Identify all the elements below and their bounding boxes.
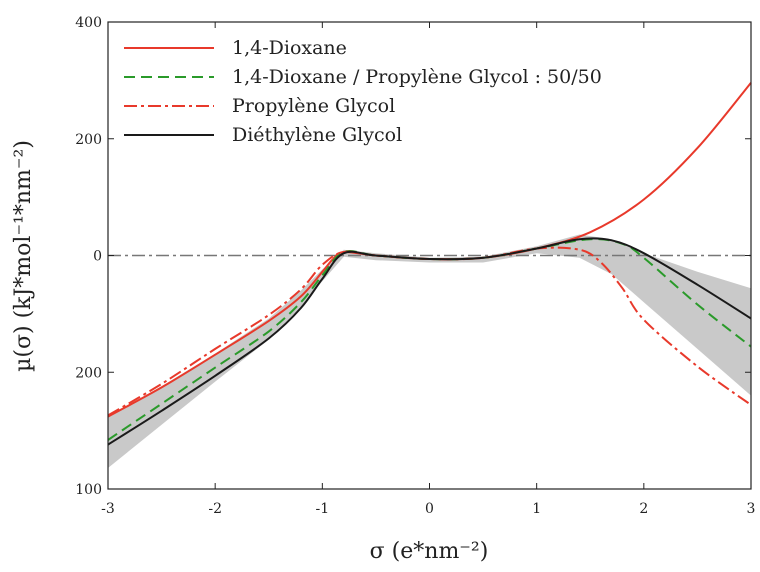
- y-tick-label: 200: [75, 132, 102, 148]
- legend-label-4: Diéthylène Glycol: [232, 124, 402, 146]
- x-tick-label: -3: [101, 501, 115, 517]
- x-tick-label: -1: [316, 501, 330, 517]
- x-tick-label: 2: [639, 501, 648, 517]
- x-axis-title: σ (e*nm⁻²): [370, 539, 489, 564]
- y-axis-title: µ(σ) (kJ*mol⁻¹*nm⁻²): [11, 140, 36, 372]
- x-tick-label: 0: [425, 501, 434, 517]
- y-tick-label: 100: [75, 482, 102, 498]
- legend-label-2: 1,4-Dioxane / Propylène Glycol : 50/50: [232, 66, 602, 88]
- legend-label-1: 1,4-Dioxane: [232, 37, 347, 59]
- x-tick-label: 1: [532, 501, 541, 517]
- x-axis-ticks: -3 -2 -1 0 1 2 3: [101, 22, 755, 517]
- uncertainty-band: [108, 234, 751, 468]
- series-line-4: [107, 237, 752, 446]
- y-tick-label: 200: [75, 365, 102, 381]
- x-tick-label: 3: [747, 501, 756, 517]
- uncertainty-band-layer: [108, 234, 751, 468]
- x-tick-label: -2: [208, 501, 222, 517]
- y-axis-ticks: 400 200 0 200 100: [75, 15, 751, 498]
- legend: 1,4-Dioxane 1,4-Dioxane / Propylène Glyco…: [124, 37, 602, 146]
- y-tick-label: 0: [93, 249, 102, 265]
- legend-label-3: Propylène Glycol: [232, 95, 395, 117]
- y-tick-label: 400: [75, 15, 102, 31]
- series-line-3: [107, 246, 752, 417]
- series-layer: [107, 82, 752, 446]
